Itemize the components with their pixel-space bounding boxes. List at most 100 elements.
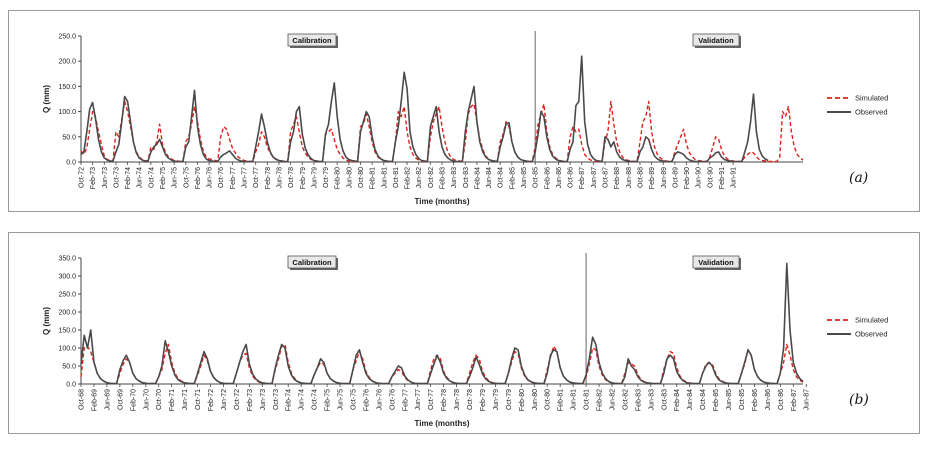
- chart-a-x-tick-label: Oct-76: [218, 167, 225, 188]
- chart-b-x-axis-label: Time (months): [415, 419, 470, 428]
- chart-a-x-tick-label: Jun-76: [207, 167, 214, 189]
- chart-a-panel-label: (a): [849, 170, 868, 186]
- chart-b-x-tick-label: Feb-77: [402, 389, 409, 411]
- chart-a-x-tick-label: Jun-84: [486, 167, 493, 189]
- chart-a-x-tick-label: Jun-80: [346, 167, 353, 189]
- chart-b-y-tick-label: 150.0: [58, 328, 76, 335]
- chart-b-x-tick-label: Jun-71: [182, 389, 189, 411]
- chart-a-x-tick-label: Oct-73: [113, 167, 120, 188]
- chart-a-x-tick-label: Oct-89: [672, 167, 679, 188]
- chart-b-x-tick-label: Feb-71: [169, 389, 176, 411]
- chart-a-x-axis-label: Time (months): [415, 197, 470, 206]
- chart-b-y-tick-label: 50.0: [62, 364, 76, 371]
- chart-a-validation-label: Validation: [698, 36, 734, 45]
- chart-a-x-tick-label: Feb-90: [684, 167, 691, 189]
- chart-a-x-tick-label: Oct-88: [637, 167, 644, 188]
- chart-b-x-tick-label: Feb-76: [363, 389, 370, 411]
- chart-a-legend-label-simulated: Simulated: [855, 94, 888, 103]
- chart-a-x-tick-label: Jun-87: [591, 167, 598, 189]
- chart-a-x-tick-label: Jun-82: [416, 167, 423, 189]
- chart-b-series-observed: [80, 262, 804, 385]
- chart-a-series-observed: [80, 55, 769, 163]
- chart-a-x-tick-label: Jun-81: [381, 167, 388, 189]
- chart-a-x-tick-label: Feb-83: [440, 167, 447, 189]
- chart-a-x-tick-label: Jun-89: [661, 167, 668, 189]
- chart-a-x-tick-label: Feb-88: [614, 167, 621, 189]
- chart-b-x-tick-label: Feb-83: [635, 389, 642, 411]
- chart-a-x-tick-label: Oct-74: [148, 167, 155, 188]
- chart-a-x-tick-label: Jun-83: [451, 167, 458, 189]
- chart-b-x-tick-label: Oct-84: [700, 389, 707, 410]
- chart-b-validation-label: Validation: [698, 258, 734, 267]
- chart-b-x-tick-label: Oct-71: [195, 389, 202, 410]
- chart-a-x-tick-label: Oct-82: [428, 167, 435, 188]
- chart-a-x-tick-label: Feb-84: [474, 167, 481, 189]
- chart-a-x-tick-label: Oct-81: [393, 167, 400, 188]
- chart-b-x-tick-label: Jun-85: [726, 389, 733, 411]
- chart-a-calibration-box: [287, 33, 337, 47]
- chart-b-x-tick-label: Feb-79: [480, 389, 487, 411]
- chart-b-x-tick-label: Jun-81: [571, 389, 578, 411]
- chart-b-x-tick-label: Oct-72: [234, 389, 241, 410]
- chart-b-calibration-box: [287, 255, 337, 269]
- chart-b-x-tick-label: Oct-85: [739, 389, 746, 410]
- chart-a-x-tick-label: Jun-86: [556, 167, 563, 189]
- chart-a-svg: 0.0 50.0 100.0 150.0 200.0 250.0 Q (mm) Oct-72 F…: [42, 31, 888, 206]
- chart-a-x-tick-label: Oct-86: [568, 167, 575, 188]
- chart-a-x-tick-label: Oct-80: [358, 167, 365, 188]
- chart-b-panel-label: (b): [849, 392, 869, 408]
- chart-b-x-tick-label: Oct-68: [79, 389, 86, 410]
- chart-a-x-tick-label: Jun-75: [172, 167, 179, 189]
- chart-b-x-tick-label: Feb-80: [519, 389, 526, 411]
- chart-a-x-tick-label: Feb-78: [265, 167, 272, 189]
- chart-b-x-tick-label: Oct-69: [117, 389, 124, 410]
- chart-a-y-tick-label: 200.0: [58, 59, 76, 66]
- chart-panel-a: 0.0 50.0 100.0 150.0 200.0 250.0 Q (mm) Oct-72 F…: [8, 10, 920, 212]
- chart-a-x-tick-label: Feb-80: [335, 167, 342, 189]
- chart-b-y-tick-label: 300.0: [58, 274, 76, 281]
- chart-b-x-tick-label: Oct-79: [506, 389, 513, 410]
- chart-b-x-tick-label: Oct-77: [428, 389, 435, 410]
- chart-b-x-tick-label: Oct-86: [778, 389, 785, 410]
- chart-a-x-tick-label: Jun-78: [276, 167, 283, 189]
- chart-b-y-tick-label: 100.0: [58, 346, 76, 353]
- chart-panel-b: 0.0 50.0 100.0 150.0 200.0 250.0 300.0 350.0 Q (…: [8, 232, 920, 434]
- chart-a-x-tick-label: Feb-75: [160, 167, 167, 189]
- chart-a-x-tick-label: Feb-82: [405, 167, 412, 189]
- chart-a-validation-box: [692, 33, 740, 47]
- chart-b-x-tick-label: Feb-81: [558, 389, 565, 411]
- chart-b-x-tick-label: Jun-73: [260, 389, 267, 411]
- chart-b-legend-label-observed: Observed: [855, 330, 888, 339]
- chart-a-y-tick-label: 100.0: [58, 109, 76, 116]
- chart-a-x-tick-label: Feb-79: [300, 167, 307, 189]
- chart-b-y-tick-label: 250.0: [58, 292, 76, 299]
- chart-a-x-tick-label: Oct-84: [498, 167, 505, 188]
- chart-b-x-tick-label: Feb-73: [247, 389, 254, 411]
- chart-a-x-tick-label: Jun-79: [311, 167, 318, 189]
- chart-b-x-tick-label: Feb-72: [208, 389, 215, 411]
- chart-b-x-tick-label: Feb-69: [91, 389, 98, 411]
- chart-a-y-tick-label: 250.0: [58, 34, 76, 41]
- chart-b-y-tick-label: 350.0: [58, 256, 76, 263]
- chart-b-x-tick-label: Oct-82: [622, 389, 629, 410]
- chart-a-x-tick-label: Oct-79: [323, 167, 330, 188]
- chart-b-x-tick-label: Feb-85: [713, 389, 720, 411]
- chart-b-x-tick-label: Jun-84: [687, 389, 694, 411]
- chart-b-x-tick-label: Oct-70: [156, 389, 163, 410]
- chart-b-x-tick-label: Oct-83: [661, 389, 668, 410]
- chart-a-x-tick-label: Jun-85: [521, 167, 528, 189]
- chart-a-x-tick-label: Feb-89: [649, 167, 656, 189]
- chart-b-x-tick-label: Feb-74: [286, 389, 293, 411]
- chart-b-x-tick-label: Feb-82: [597, 389, 604, 411]
- chart-b-x-tick-label: Feb-86: [752, 389, 759, 411]
- chart-a-x-tick-label: Jun-90: [696, 167, 703, 189]
- chart-a-x-tick-label: Feb-73: [90, 167, 97, 189]
- chart-a-x-tick-label: Oct-85: [533, 167, 540, 188]
- chart-a-x-tick-label: Oct-83: [463, 167, 470, 188]
- chart-a-calibration-label: Calibration: [292, 36, 332, 45]
- chart-a-legend-label-observed: Observed: [855, 108, 888, 117]
- chart-b-x-tick-label: Jun-79: [493, 389, 500, 411]
- chart-b-x-tick-label: Feb-87: [791, 389, 798, 411]
- chart-b-x-tick-label: Jun-86: [765, 389, 772, 411]
- chart-b-validation-box: [692, 255, 740, 269]
